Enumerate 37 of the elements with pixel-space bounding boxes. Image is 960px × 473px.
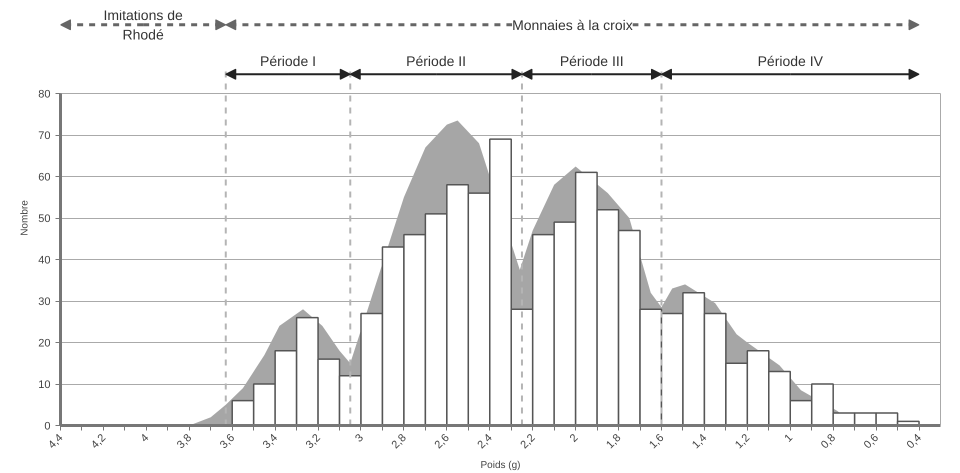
y-tick-label: 30 [38, 296, 51, 308]
x-tick-label: 4 [138, 432, 152, 445]
text: Monnaies à la croix [512, 16, 633, 33]
x-tick-label: 3,8 [174, 432, 194, 452]
x-tick-label: 1,6 [647, 432, 666, 452]
text: Période III [560, 53, 624, 70]
x-tick-label: 2,2 [518, 432, 538, 452]
x-tick-label: 0,8 [818, 432, 838, 452]
y-tick-label: 10 [38, 379, 51, 391]
x-tick-label: 3,6 [218, 432, 238, 452]
x-tick-label: 1,4 [690, 432, 710, 452]
x-tick-label: 3,4 [260, 432, 280, 452]
y-tick-label: 70 [38, 130, 51, 142]
y-tick-label: 0 [44, 420, 51, 432]
text: Période IV [758, 53, 824, 70]
y-tick-label: 60 [38, 172, 51, 184]
x-tick-label: 2,8 [390, 432, 409, 452]
y-axis-title: Nombre [19, 200, 30, 236]
x-tick-label: 2,6 [432, 432, 452, 452]
x-tick-label: 1,8 [604, 432, 624, 452]
y-tick-label: 20 [38, 338, 51, 350]
x-tick-label: 0,6 [862, 432, 882, 452]
y-tick-label: 50 [38, 213, 51, 225]
x-tick-label: 2,4 [475, 432, 495, 452]
text: Période II [406, 53, 466, 70]
y-tick-label: 80 [38, 88, 51, 100]
x-tick-label: 4,2 [89, 432, 108, 452]
x-tick-label: 1,2 [732, 432, 752, 452]
y-tick-label: 40 [38, 254, 51, 266]
x-tick-label: 4,4 [46, 432, 66, 452]
text: Période I [260, 53, 316, 70]
x-tick-label: 2 [568, 432, 581, 445]
x-tick-label: 1 [782, 432, 796, 445]
x-tick-label: 3,2 [304, 432, 324, 452]
x-tick-label: 3 [353, 432, 366, 445]
x-tick-label: 0,4 [904, 432, 924, 452]
x-axis-title: Poids (g) [480, 460, 521, 471]
